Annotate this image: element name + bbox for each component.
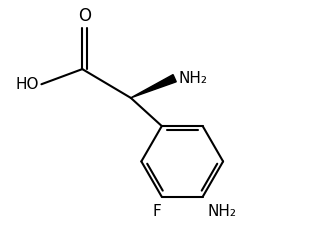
Text: HO: HO <box>15 77 39 92</box>
Text: NH₂: NH₂ <box>178 71 207 86</box>
Text: NH₂: NH₂ <box>207 204 236 219</box>
Polygon shape <box>131 75 176 98</box>
Text: O: O <box>78 7 91 25</box>
Text: F: F <box>153 204 161 219</box>
